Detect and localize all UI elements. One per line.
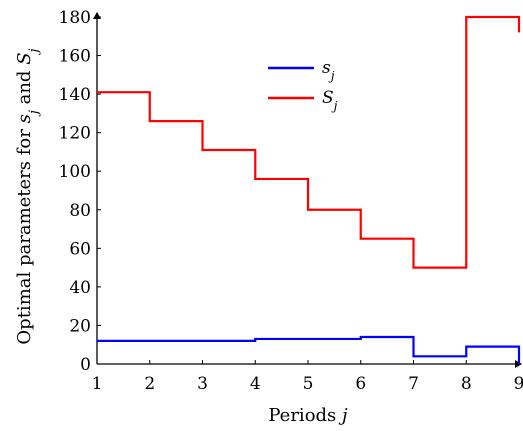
plot-area xyxy=(93,12,522,368)
y-tick-label: 80 xyxy=(69,201,91,221)
x-tick-label: 9 xyxy=(514,374,523,394)
y-tick-label: 40 xyxy=(69,278,91,298)
legend-label: Sj xyxy=(322,88,338,113)
y-axis-ticks: 0 20 40 60 80 100 120 140 160 180 xyxy=(59,8,101,375)
y-tick-label: 0 xyxy=(80,355,91,375)
series-line-sj xyxy=(97,15,521,269)
legend-label: sj xyxy=(322,58,335,83)
x-tick-label: 5 xyxy=(303,374,314,394)
y-tick-label: 140 xyxy=(59,85,91,105)
series-line-sj xyxy=(97,335,521,364)
y-tick-label: 120 xyxy=(59,124,91,144)
y-tick-label: 100 xyxy=(59,162,91,182)
y-tick-label: 60 xyxy=(69,239,91,259)
x-tick-label: 8 xyxy=(461,374,472,394)
x-axis-ticks: 1 2 3 4 5 6 7 8 9 xyxy=(92,360,523,394)
y-tick-label: 160 xyxy=(59,47,91,67)
x-tick-label: 6 xyxy=(355,374,366,394)
y-axis-label: Optimal parameters for sj and Sj xyxy=(14,48,42,344)
x-tick-label: 1 xyxy=(92,374,103,394)
legend: sj Sj xyxy=(268,58,338,113)
x-tick-label: 4 xyxy=(250,374,261,394)
y-tick-label: 180 xyxy=(59,8,91,28)
series-layer xyxy=(96,15,521,365)
x-tick-label: 7 xyxy=(408,374,419,394)
y-tick-label: 20 xyxy=(69,316,91,336)
x-tick-label: 3 xyxy=(197,374,208,394)
x-tick-label: 2 xyxy=(144,374,155,394)
x-axis-label: Periods j xyxy=(268,405,348,426)
